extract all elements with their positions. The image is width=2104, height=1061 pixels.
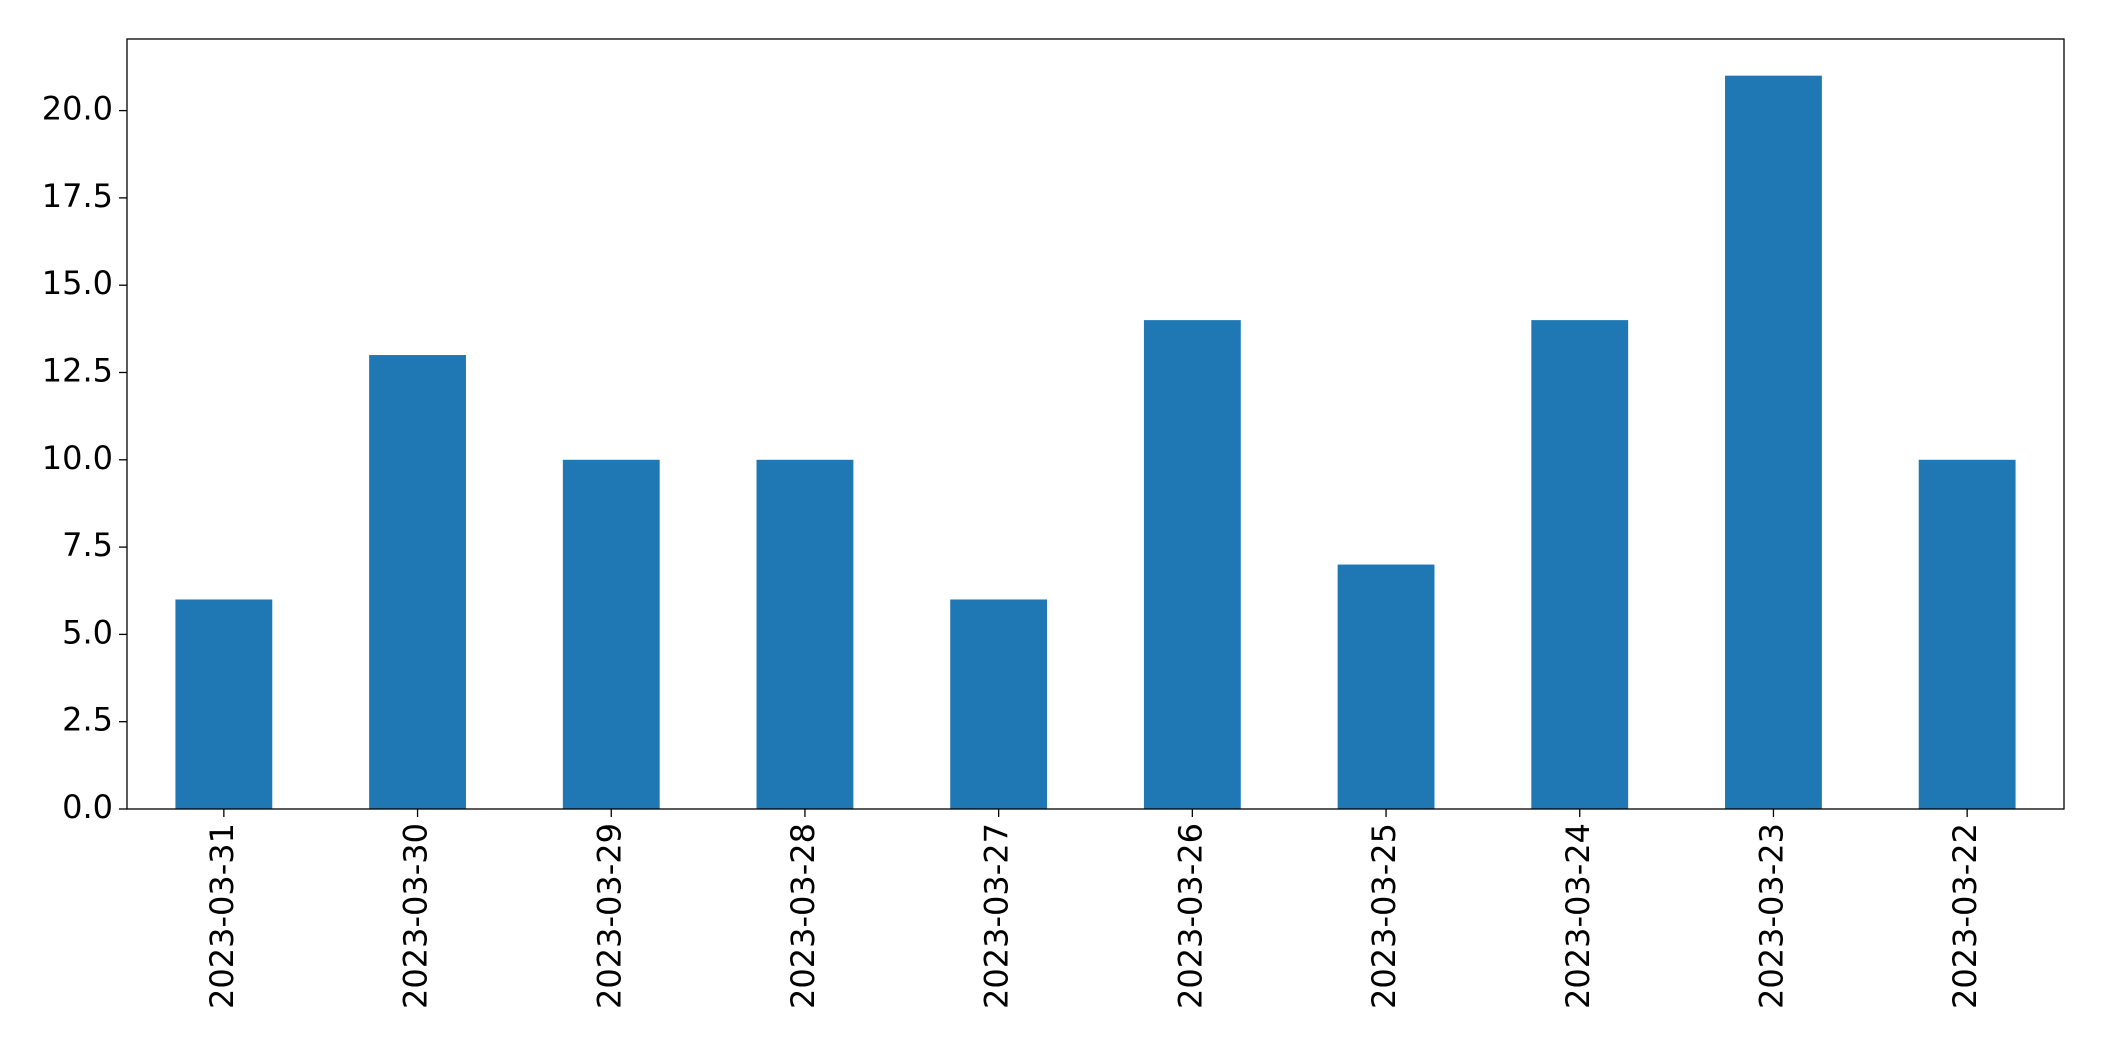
x-tick-label: 2023-03-28 — [784, 823, 822, 1009]
y-tick-label: 7.5 — [62, 526, 113, 564]
bar — [1531, 320, 1629, 809]
x-tick-label: 2023-03-31 — [203, 823, 241, 1009]
bar — [369, 355, 466, 809]
x-tick-label: 2023-03-22 — [1946, 823, 1984, 1009]
x-tick-label: 2023-03-29 — [590, 823, 628, 1009]
y-tick-label: 20.0 — [42, 90, 113, 128]
x-tick-label: 2023-03-24 — [1559, 823, 1597, 1009]
bar — [1918, 459, 2016, 809]
bar — [1337, 564, 1435, 809]
y-tick-label: 12.5 — [42, 351, 113, 389]
y-tick-label: 15.0 — [42, 264, 113, 302]
bar — [950, 599, 1048, 809]
y-tick-label: 10.0 — [42, 439, 113, 477]
bar — [1143, 320, 1241, 809]
bar — [562, 459, 660, 809]
y-tick-label: 17.5 — [42, 177, 113, 215]
x-tick-label: 2023-03-25 — [1365, 823, 1403, 1009]
x-tick-label: 2023-03-30 — [397, 823, 435, 1009]
x-tick-label: 2023-03-27 — [978, 823, 1016, 1009]
y-tick-label: 5.0 — [62, 613, 113, 651]
y-tick-label: 0.0 — [62, 788, 113, 826]
x-tick-label: 2023-03-26 — [1171, 823, 1209, 1009]
x-tick-label: 2023-03-23 — [1752, 823, 1790, 1009]
y-tick-label: 2.5 — [62, 701, 113, 739]
bar — [756, 459, 854, 809]
plot-frame — [126, 38, 2065, 810]
bar — [1725, 75, 1822, 809]
bar — [175, 599, 273, 809]
